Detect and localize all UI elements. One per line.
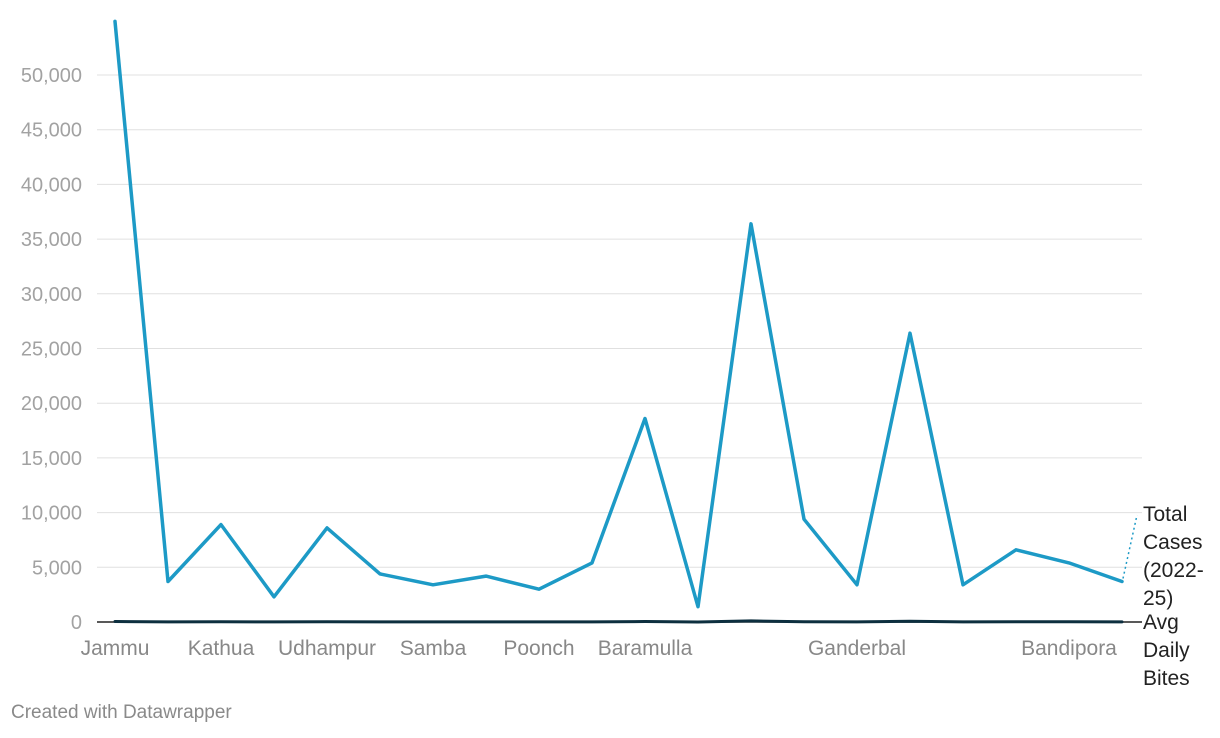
x-tick-label: Samba	[400, 637, 467, 660]
y-tick-label: 0	[71, 612, 82, 634]
y-tick-label: 30,000	[21, 284, 82, 306]
x-tick-label: Baramulla	[598, 637, 693, 660]
y-tick-label: 50,000	[21, 65, 82, 87]
series-label-total-cases: Total Cases (2022-25)	[1143, 503, 1204, 610]
series-label-leader	[1122, 514, 1138, 579]
series-labels: Total Cases (2022-25)Avg Daily Bites	[1122, 503, 1204, 690]
y-tick-label: 40,000	[21, 174, 82, 196]
x-tick-label: Jammu	[81, 637, 150, 660]
x-tick-label: Bandipora	[1021, 637, 1117, 660]
x-tick-label: Udhampur	[278, 637, 376, 660]
series-line	[113, 619, 1124, 624]
x-tick-label: Poonch	[503, 637, 574, 660]
x-tick-label: Ganderbal	[808, 637, 906, 660]
y-tick-label: 5,000	[32, 557, 82, 579]
series-line	[113, 19, 1124, 609]
chart-credit: Created with Datawrapper	[11, 702, 232, 723]
y-tick-label: 45,000	[21, 120, 82, 142]
y-tick-label: 15,000	[21, 448, 82, 470]
y-gridlines	[97, 74, 1142, 568]
series-label-avg-daily-bites: Avg Daily Bites	[1143, 611, 1190, 690]
y-tick-label: 35,000	[21, 229, 82, 251]
y-tick-label: 10,000	[21, 503, 82, 525]
x-axis-ticks: Jammu Kathua Udhampur Samba Poonch Baramulla G…	[81, 637, 1118, 660]
y-tick-label: 25,000	[21, 339, 82, 361]
series-lines	[113, 19, 1124, 624]
y-axis-ticks: 0 5,000 10,000 15,000 20,000 25,000 30,000 35,0…	[21, 65, 82, 634]
y-tick-label: 20,000	[21, 393, 82, 415]
x-tick-label: Kathua	[188, 637, 255, 660]
